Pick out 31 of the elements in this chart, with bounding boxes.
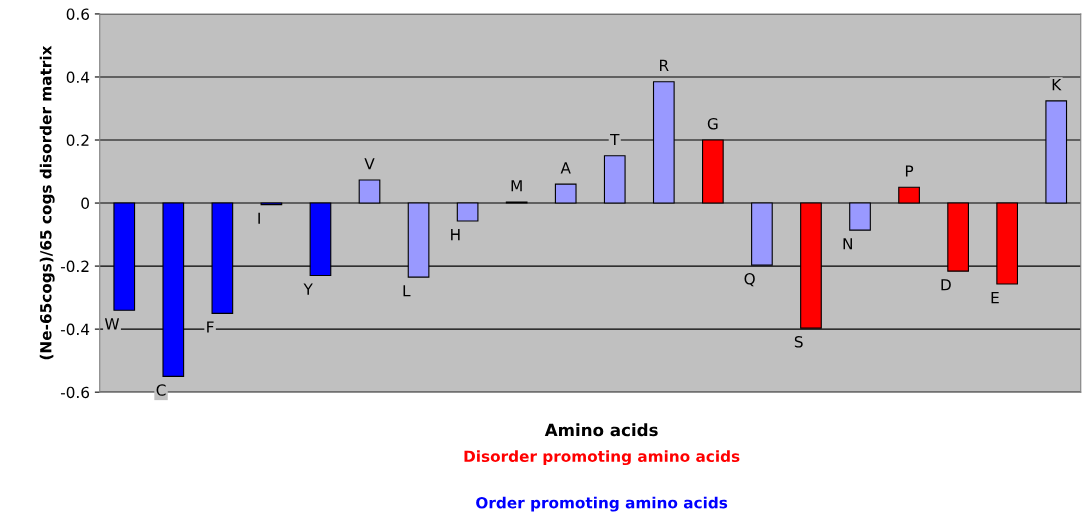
x-tick-label: R (660, 59, 669, 71)
y-tick-label: 0.4 (66, 71, 90, 83)
x-tick-label: P (905, 165, 914, 177)
x-tick-label: A (560, 162, 571, 174)
x-tick-label: K (1052, 79, 1062, 91)
x-tick-label: Q (744, 272, 755, 287)
x-tick-label: T (610, 133, 620, 146)
x-tick-label: I (258, 212, 260, 224)
x-tick-label: S (794, 336, 803, 348)
text: Order promoting amino acids (476, 496, 728, 512)
y-axis-title: (Ne-65cogs)/65 cogs disorder matrix (39, 45, 55, 360)
x-tick-label: W (104, 318, 120, 330)
y-tick-label: 0.6 (66, 8, 90, 20)
x-tick-label: Y (303, 283, 313, 295)
x-tick-label: C (156, 384, 166, 396)
x-axis-title: Amino acids (544, 423, 658, 437)
x-tick-label: M (511, 180, 522, 192)
x-tick-label: E (991, 292, 999, 304)
y-tick-label: 0 (81, 197, 89, 210)
x-tick-label: L (403, 285, 411, 297)
y-tick-label: -0.4 (60, 323, 90, 336)
text: Disorder promoting amino acids (464, 450, 740, 466)
y-tick-label: 0.2 (66, 134, 89, 147)
x-tick-label: D (941, 279, 951, 291)
x-tick-label: G (707, 117, 718, 130)
x-tick-label: V (364, 158, 375, 170)
x-tick-label: H (451, 229, 460, 241)
y-tick-label: -0.2 (60, 260, 89, 273)
y-tick-label: -0.6 (60, 386, 90, 399)
x-tick-label: N (843, 238, 852, 250)
x-tick-label: F (207, 321, 214, 333)
